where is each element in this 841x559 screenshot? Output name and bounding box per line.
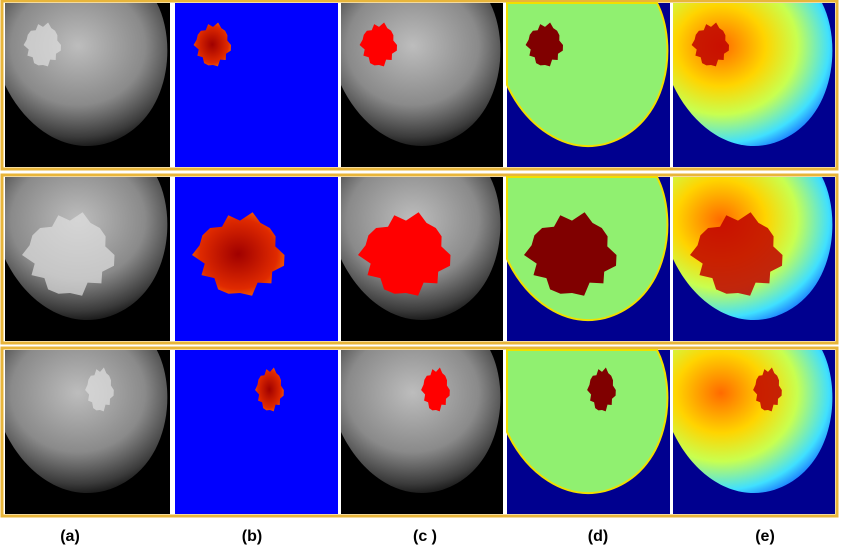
image-panel (175, 3, 338, 167)
background (175, 3, 338, 167)
hotspot (691, 22, 729, 67)
mass (85, 367, 114, 412)
panel-label: (d) (588, 528, 608, 545)
image-panel (506, 2, 670, 167)
image-panel (175, 177, 338, 341)
mass (255, 367, 284, 412)
mass (192, 212, 285, 296)
mass-overlay (421, 367, 450, 412)
image-panel (341, 3, 503, 167)
image-panel (341, 350, 503, 514)
row-frame (0, 173, 839, 345)
image-panel (341, 177, 503, 341)
heatmap (673, 350, 833, 494)
panel-labels: (a) (b) (c ) (d) (e) (60, 528, 775, 545)
breast-tissue (341, 350, 501, 494)
hotspot (690, 212, 783, 296)
image-panel (673, 3, 835, 167)
hotspot (753, 367, 782, 412)
panel-label: (e) (755, 528, 775, 545)
mass (23, 22, 62, 67)
image-panel (506, 349, 670, 514)
mass (524, 212, 617, 296)
image-panel (506, 176, 670, 341)
panel-label: (c ) (413, 528, 437, 545)
image-panel (673, 350, 835, 514)
breast-tissue (5, 350, 168, 494)
panel-label: (a) (60, 528, 80, 545)
background (175, 350, 338, 514)
image-panel (673, 177, 835, 341)
mass-overlay (358, 212, 451, 296)
breast-region (506, 349, 669, 494)
image-panel (5, 177, 170, 341)
row-frame (0, 346, 839, 518)
image-panel (175, 350, 338, 514)
mass (587, 367, 616, 412)
mass-overlay (359, 22, 397, 67)
panel-label: (b) (242, 528, 262, 545)
mass (22, 212, 115, 296)
mass (525, 22, 563, 67)
image-panel (5, 350, 170, 514)
panel-grid (0, 0, 839, 518)
row-frame (0, 0, 839, 171)
image-panel (5, 3, 170, 167)
mass (193, 22, 231, 67)
